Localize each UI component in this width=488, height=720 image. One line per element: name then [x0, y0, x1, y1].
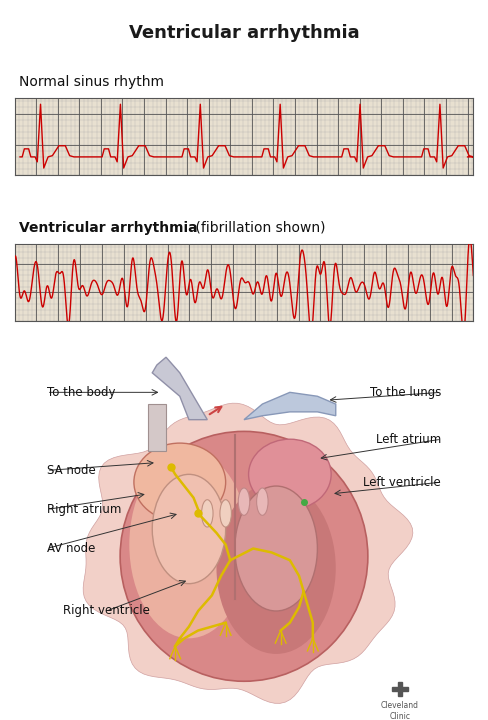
Polygon shape — [148, 404, 166, 451]
Ellipse shape — [257, 488, 268, 516]
Ellipse shape — [217, 482, 336, 654]
Text: SA node: SA node — [47, 464, 96, 477]
Ellipse shape — [235, 486, 317, 611]
Text: Cleveland
Clinic
©2021: Cleveland Clinic ©2021 — [381, 701, 419, 720]
Text: To the body: To the body — [47, 386, 115, 399]
Ellipse shape — [220, 500, 231, 527]
Text: Right atrium: Right atrium — [47, 503, 121, 516]
Text: (fibrillation shown): (fibrillation shown) — [191, 221, 326, 235]
Ellipse shape — [248, 439, 331, 510]
Ellipse shape — [202, 500, 213, 527]
Text: Left ventricle: Left ventricle — [364, 476, 441, 489]
Text: Left atrium: Left atrium — [376, 433, 441, 446]
Polygon shape — [152, 357, 207, 420]
Ellipse shape — [134, 443, 225, 521]
Ellipse shape — [129, 451, 248, 639]
Text: AV node: AV node — [47, 542, 95, 555]
Text: To the lungs: To the lungs — [370, 386, 441, 399]
Text: Ventricular arrhythmia: Ventricular arrhythmia — [19, 221, 198, 235]
Ellipse shape — [152, 474, 225, 584]
Polygon shape — [83, 403, 413, 703]
Ellipse shape — [238, 488, 250, 516]
Bar — [398, 682, 402, 696]
Text: Normal sinus rhythm: Normal sinus rhythm — [19, 75, 164, 89]
Text: Right ventricle: Right ventricle — [63, 605, 150, 618]
Bar — [392, 687, 408, 691]
Text: Ventricular arrhythmia: Ventricular arrhythmia — [129, 24, 359, 42]
Ellipse shape — [120, 431, 368, 681]
Polygon shape — [244, 392, 336, 420]
